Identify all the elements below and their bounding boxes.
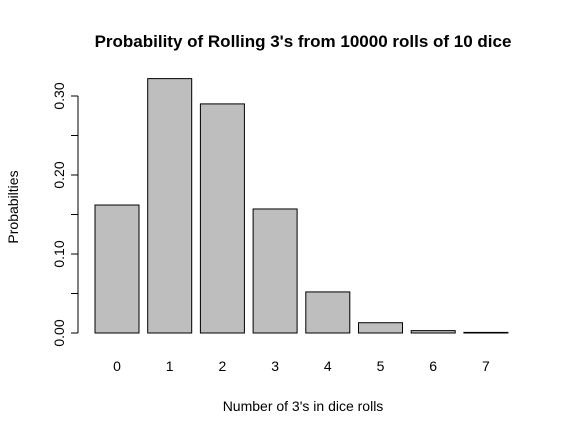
y-axis-label: Probabilties [5, 170, 21, 243]
x-tick-label: 2 [219, 358, 227, 374]
x-tick-label: 0 [113, 358, 121, 374]
y-axis: 0.00 0.10 0.20 0.30 [51, 82, 79, 347]
bar-0 [94, 204, 140, 334]
x-tick-label: 7 [482, 358, 490, 374]
x-tick-label: 3 [271, 358, 279, 374]
x-tick-label: 4 [324, 358, 332, 374]
x-tick-label: 6 [429, 358, 437, 374]
x-axis-label: Number of 3's in dice rolls [223, 398, 384, 414]
chart-title: Probability of Rolling 3's from 10000 ro… [95, 32, 512, 51]
y-tick-label: 0.20 [51, 161, 67, 188]
bar-4 [305, 291, 351, 334]
x-tick-labels: 0 1 2 3 4 5 6 7 [113, 358, 490, 374]
bar-5 [358, 322, 403, 334]
bar-7 [463, 331, 509, 334]
y-tick-label: 0.00 [51, 319, 67, 346]
bar-6 [410, 330, 456, 334]
bars-group [94, 78, 509, 334]
y-tick-label: 0.30 [51, 82, 67, 109]
x-tick-label: 1 [166, 358, 174, 374]
bar-2 [199, 103, 245, 334]
bar-1 [147, 78, 193, 334]
x-tick-label: 5 [377, 358, 385, 374]
y-tick-label: 0.10 [51, 240, 67, 267]
bar-3 [252, 208, 298, 334]
